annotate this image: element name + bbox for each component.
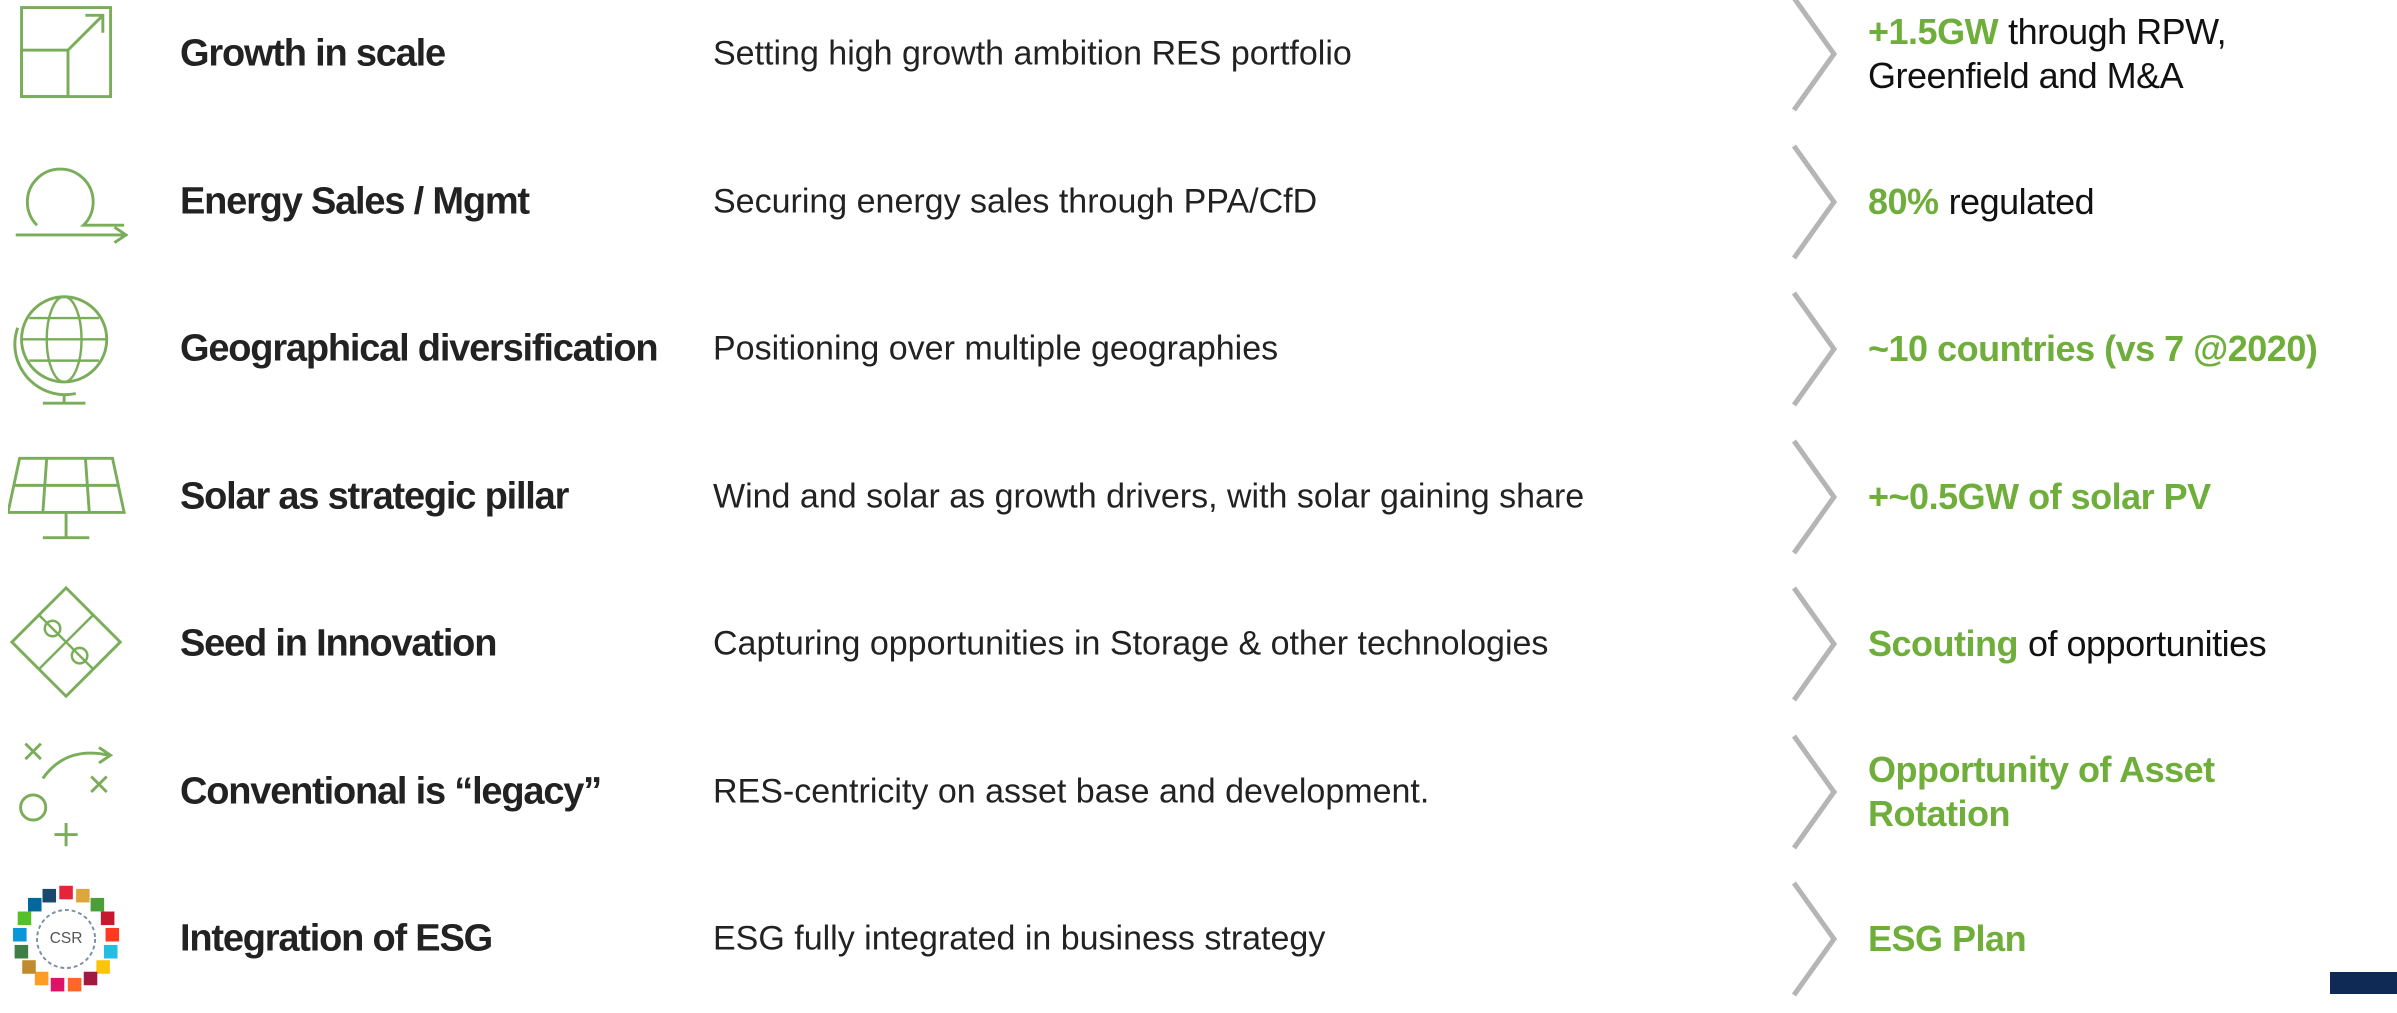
row-description: Securing energy sales through PPA/CfD [713, 182, 1318, 220]
chevron [1791, 586, 1838, 702]
row-description: Capturing opportunities in Storage & oth… [713, 624, 1549, 663]
icon-label: CSR [50, 930, 83, 947]
outcome-highlight: Scouting [1868, 623, 2018, 664]
row-title: Geographical diversification [180, 327, 659, 370]
outcome: ~10 countries (vs 7 @2020) [1868, 327, 2368, 371]
outcome-text: of opportunities [2027, 623, 2267, 664]
row: CSR Integration of ESG ESG fully integrate… [0, 865, 2397, 1013]
outcome: Scouting of opportunities [1868, 622, 2368, 666]
chevron [1791, 0, 1838, 112]
outcome: ESG Plan [1868, 917, 2368, 961]
row-description: Wind and solar as growth drivers, with s… [713, 477, 1585, 515]
chevron [1791, 881, 1838, 997]
row-icon: CSR [13, 885, 120, 992]
outcome-highlight: 80% [1868, 180, 1939, 222]
row: Solar as strategic pillar Wind and solar … [0, 423, 2397, 571]
outcome: +1.5GW through RPW, Greenfield and M&A [1868, 10, 2368, 98]
row-description: Positioning over multiple geographies [713, 329, 1279, 368]
row-description: Setting high growth ambition RES portfol… [713, 34, 1352, 73]
row: Geographical diversification Positioning … [0, 275, 2397, 423]
outcome: Opportunity of Asset Rotation [1868, 748, 2368, 836]
row: Energy Sales / Mgmt Securing energy sales… [0, 128, 2397, 276]
row-title: Seed in Innovation [180, 622, 497, 665]
row-icon [13, 295, 109, 405]
row-title: Conventional is “legacy” [180, 770, 602, 812]
row-description: RES-centricity on asset base and develop… [713, 772, 1430, 810]
outcome-highlight: +1.5GW [1868, 11, 1999, 52]
outcome-highlight: ESG Plan [1868, 918, 2027, 959]
chevron [1791, 144, 1838, 259]
corner-block [2330, 972, 2397, 994]
row-title: Growth in scale [180, 32, 446, 75]
outcome: +~0.5GW of solar PV [1868, 475, 2368, 519]
row-icon [9, 585, 123, 699]
row-description: ESG fully integrated in business strateg… [713, 919, 1326, 958]
outcome: 80% regulated [1868, 180, 2368, 224]
row: Growth in scale Setting high growth ambit… [0, 0, 2397, 128]
row: Seed in Innovation Capturing opportunitie… [0, 570, 2397, 718]
outcome-text: through RPW, Greenfield and M&A [1868, 11, 2227, 96]
outcome-highlight: Opportunity of Asset Rotation [1868, 748, 2215, 834]
row-title: Energy Sales / Mgmt [180, 180, 530, 222]
row-icon [19, 742, 114, 846]
outcome-highlight: ~10 countries (vs 7 @2020) [1868, 328, 2318, 369]
outcome-text: regulated [1948, 180, 2095, 222]
row-icon [15, 167, 128, 244]
outcome-highlight: +~0.5GW of solar PV [1868, 475, 2211, 517]
row: Conventional is “legacy” RES-centricity o… [0, 718, 2397, 866]
chevron [1791, 439, 1838, 554]
row-title: Solar as strategic pillar [180, 475, 569, 517]
row-title: Integration of ESG [180, 917, 493, 960]
chevron [1791, 734, 1838, 849]
chevron [1791, 291, 1838, 407]
row-icon [20, 6, 113, 99]
row-icon [8, 456, 126, 539]
